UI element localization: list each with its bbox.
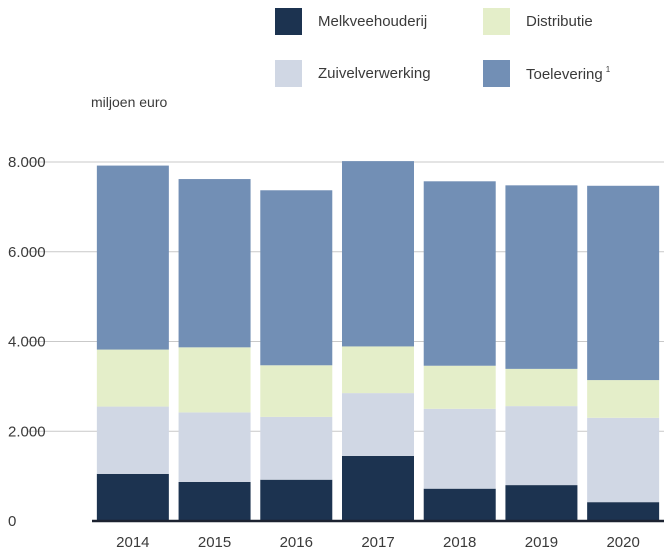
y-tick-label: 4.000 — [8, 334, 46, 351]
bar-segment-distributie — [342, 346, 414, 394]
bar-segment-melkveehouderij — [423, 488, 496, 521]
legend-item-toelevering: Toelevering 1 — [483, 60, 610, 87]
x-tick-label: 2019 — [525, 534, 558, 551]
bar-segment-distributie — [260, 365, 333, 417]
y-axis-ticks: 0 2.000 4.000 6.000 8.000 — [8, 154, 46, 530]
bar-stacks — [96, 161, 660, 521]
bar-segment-zuivelverwerking — [423, 408, 496, 489]
bar-segment-toelevering — [587, 185, 660, 381]
bar-segment-distributie — [178, 347, 251, 413]
bar-segment-toelevering — [423, 181, 496, 366]
bar-segment-toelevering — [178, 179, 251, 348]
bar-segment-distributie — [96, 349, 169, 407]
bar-segment-melkveehouderij — [587, 502, 660, 521]
bar-segment-toelevering — [260, 190, 333, 366]
legend-label-toelevering: Toelevering 1 — [526, 65, 610, 83]
bar-segment-melkveehouderij — [505, 485, 578, 521]
legend-swatch-zuivelverwerking — [275, 60, 302, 87]
bar-segment-melkveehouderij — [178, 481, 251, 521]
bar-segment-zuivelverwerking — [342, 393, 414, 456]
bar-segment-melkveehouderij — [96, 473, 169, 521]
legend-swatch-distributie — [483, 8, 510, 35]
y-axis-label: miljoen euro — [91, 94, 168, 110]
bar-segment-zuivelverwerking — [505, 406, 578, 486]
footnote-marker: 1 — [605, 64, 611, 74]
y-tick-label: 8.000 — [8, 154, 46, 171]
bar-segment-zuivelverwerking — [96, 406, 169, 474]
legend-label-melkveehouderij: Melkveehouderij — [318, 13, 428, 30]
bar-segment-zuivelverwerking — [178, 412, 251, 482]
x-tick-label: 2016 — [280, 534, 313, 551]
bar-segment-toelevering — [505, 185, 578, 369]
legend-item-distributie: Distributie — [483, 8, 593, 35]
bar-segment-distributie — [505, 368, 578, 407]
y-tick-label: 6.000 — [8, 244, 46, 261]
legend-item-melkveehouderij: Melkveehouderij — [275, 8, 427, 35]
bar-segment-melkveehouderij — [342, 455, 414, 521]
bar-segment-zuivelverwerking — [587, 417, 660, 503]
y-tick-label: 0 — [8, 513, 16, 530]
x-tick-label: 2018 — [443, 534, 476, 551]
bar-segment-zuivelverwerking — [260, 416, 333, 480]
y-tick-label: 2.000 — [8, 423, 46, 440]
legend-label-toelevering-text: Toelevering — [526, 65, 603, 83]
bar-segment-distributie — [423, 365, 496, 409]
x-axis-ticks: 2014 2015 2016 2017 2018 2019 2020 — [116, 534, 640, 551]
x-tick-label: 2014 — [116, 534, 149, 551]
bar-segment-distributie — [587, 380, 660, 418]
bar-segment-melkveehouderij — [260, 479, 333, 521]
x-tick-label: 2020 — [606, 534, 639, 551]
x-tick-label: 2017 — [361, 534, 394, 551]
legend-label-zuivelverwerking: Zuivelverwerking — [318, 65, 431, 82]
legend-item-zuivelverwerking: Zuivelverwerking — [275, 60, 431, 87]
bar-segment-toelevering — [96, 165, 169, 350]
x-tick-label: 2015 — [198, 534, 231, 551]
bar-segment-toelevering — [342, 161, 414, 347]
legend-label-distributie: Distributie — [526, 13, 593, 30]
legend-swatch-toelevering — [483, 60, 510, 87]
legend-swatch-melkveehouderij — [275, 8, 302, 35]
